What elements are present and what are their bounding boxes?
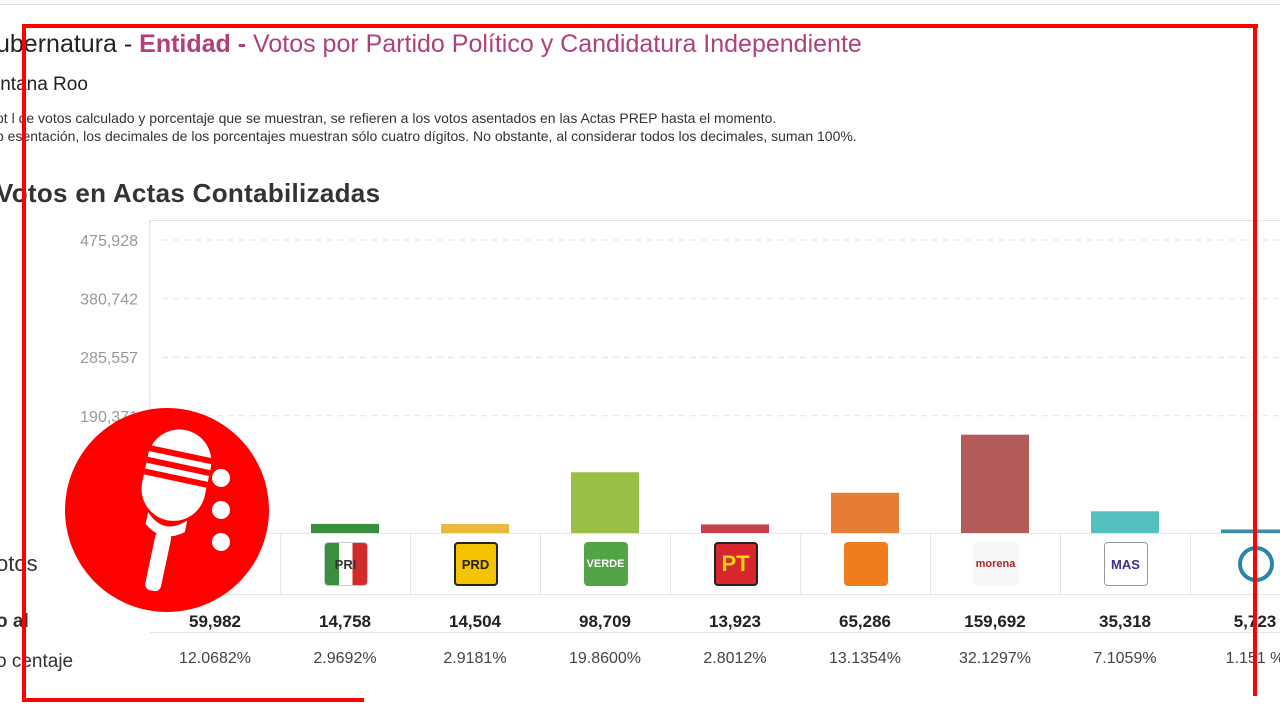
note-line-1: ot l de votos calculado y porcentaje que… [0,110,777,126]
row-label-total: o al [0,611,29,632]
total-pan: 59,982 [189,612,241,631]
state-name: intana Roo [0,74,88,95]
red-frame-top [22,24,1258,28]
logo-cell-prd: PRD [410,534,540,594]
bar-mas[interactable] [1091,511,1159,533]
verde-logo-icon: VERDE [583,542,628,586]
row-label-votes: otos [0,551,38,576]
logo-cell-pri: PRI [280,534,410,594]
total-mas: 35,318 [1099,612,1151,631]
title-part-2: Entidad - [139,30,247,58]
logo-cell-mc [800,534,930,594]
total-pt: 13,923 [709,612,761,631]
total-morena: 159,692 [964,612,1026,631]
logo-cell-pt: PT [670,534,800,594]
bar-verde[interactable] [571,472,639,533]
movimiento-ciudadano-logo-icon [843,542,888,586]
bar-prd[interactable] [441,524,509,533]
pct-mas: 7.1059% [1093,650,1157,667]
party-logo-row: PRI PRD VERDE PT morena MAS [150,533,1280,595]
note-line-2: p esentación, los decimales de los porce… [0,128,857,144]
percentage-row: 12.0682% 2.9692% 2.9181% 19.8600% 2.8012… [150,650,1280,674]
pct-verde: 19.8600% [568,650,642,667]
pct-mc: 13.1354% [828,650,902,667]
pct-prd: 2.9181% [443,650,507,667]
title-part-3: Votos por Partido Político y Candidatura… [253,30,862,58]
pct-morena: 32.1297% [958,650,1032,667]
logo-cell-verde: VERDE [540,534,670,594]
bar-pt[interactable] [701,524,769,533]
bar-confianza[interactable] [1221,529,1280,533]
section-divider [150,220,1280,221]
red-frame-bottom [22,698,364,702]
morena-logo-icon: morena [972,542,1019,586]
y-tick-label: 380,742 [80,292,138,309]
pri-logo-icon: PRI [323,542,368,586]
pt-logo-icon: PT [713,542,758,586]
total-prd: 14,504 [449,612,501,631]
y-tick-label: 475,928 [80,233,138,250]
red-frame-right [1253,24,1257,696]
logo-cell-mas: MAS [1060,534,1190,594]
mas-logo-icon: MAS [1103,542,1148,586]
microphone-icon [141,429,230,592]
total-pri: 14,758 [319,612,371,631]
pct-pan: 12.0682% [178,650,252,667]
section-title: Votos en Actas Contabilizadas [0,178,381,208]
pct-pri: 2.9692% [313,650,377,667]
total-verde: 98,709 [579,612,631,631]
total-confianza: 5,723 [1190,612,1280,632]
page-title: ubernatura - Entidad - Votos por Partido… [0,30,862,59]
bar-morena[interactable] [961,434,1029,533]
bar-mc[interactable] [831,492,899,533]
y-tick-label: 285,557 [80,350,138,367]
bar-pri[interactable] [311,523,379,533]
prd-logo-icon: PRD [453,542,498,586]
microphone-badge [65,408,269,612]
total-mc: 65,286 [839,612,891,631]
logo-cell-confianza [1190,534,1280,594]
row-label-percentage: o centaje [0,651,74,672]
logo-cell-morena: morena [930,534,1060,594]
red-frame-left [22,24,26,702]
total-row: 59,982 14,758 14,504 98,709 13,923 65,28… [150,606,1280,633]
top-divider [0,4,1280,5]
pct-pt: 2.8012% [703,650,767,667]
pct-confianza: 1.151 % [1225,650,1280,667]
